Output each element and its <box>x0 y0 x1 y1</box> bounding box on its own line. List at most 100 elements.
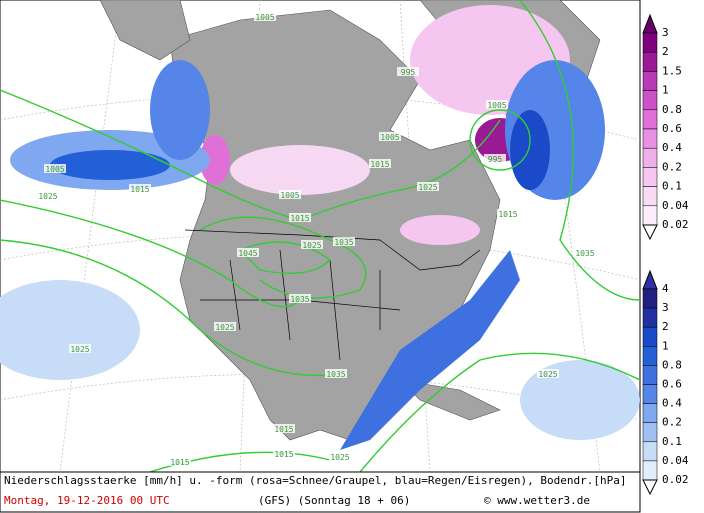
legend-label: 0.6 <box>662 122 682 135</box>
legend-label: 1 <box>662 339 669 352</box>
legend-swatch <box>642 109 658 130</box>
legend-swatch <box>642 167 658 187</box>
isobar-label: 1005 <box>280 191 299 200</box>
legend-label: 0.4 <box>662 141 682 154</box>
legend-label: 0.8 <box>662 103 682 116</box>
legend-swatch <box>642 460 658 481</box>
legend-label: 0.8 <box>662 358 682 371</box>
isobar-label: 1005 <box>45 165 64 174</box>
isobar-label-bg <box>574 248 596 257</box>
isobar-label: 995 <box>401 68 416 77</box>
legend-label: 0.2 <box>662 160 682 173</box>
legend: 3 2 1.5 1 0.8 0.6 0.4 0.2 0.1 0.04 0.02 4 3 2 1 0.8 0.6 0… <box>642 13 689 496</box>
legend-swatch <box>642 51 658 72</box>
legend-label: 0.6 <box>662 378 682 391</box>
isobar-label: 1025 <box>330 453 349 462</box>
borders <box>184 229 481 361</box>
isobar-label: 1025 <box>418 183 437 192</box>
legend-label: 0.1 <box>662 435 682 448</box>
isobar-label: 1025 <box>70 345 89 354</box>
legend-swatch <box>642 422 658 443</box>
legend-swatch <box>642 71 658 91</box>
isobar-label-bg <box>273 424 295 433</box>
isobar-label-bg <box>129 184 151 193</box>
isobar-label-bg <box>214 322 236 331</box>
legend-bottom-arrow <box>642 479 658 496</box>
isobar-label-bg <box>333 237 355 246</box>
isobar-label-bg <box>369 159 391 168</box>
rain-precipitation <box>0 60 640 450</box>
isobar-label: 1015 <box>274 425 293 434</box>
legend-swatch <box>642 147 658 168</box>
isobar-label-bg <box>329 452 351 461</box>
legend-swatch <box>642 307 658 328</box>
legend-label: 4 <box>662 282 669 295</box>
legend-swatch <box>642 384 658 404</box>
legend-label: 2 <box>662 45 669 58</box>
isobar-label-bg <box>486 100 508 109</box>
legend-swatch <box>642 346 658 366</box>
isobar-label: 1015 <box>274 450 293 459</box>
isobar-label: 1005 <box>487 101 506 110</box>
isobar-label: 995 <box>488 155 503 164</box>
isobar-label-bg <box>417 182 439 191</box>
isobar-label-bg <box>169 457 191 466</box>
isobar-label: 1035 <box>575 249 594 258</box>
isobar-label: 1005 <box>255 13 274 22</box>
legend-swatch <box>642 326 658 347</box>
isobar-label: 1025 <box>215 323 234 332</box>
legend-swatch <box>642 365 658 385</box>
isobar-label-bg <box>237 248 259 257</box>
isobar-label-bg <box>44 164 66 173</box>
isobar-label-bg <box>273 449 295 458</box>
isobar-label: 1015 <box>498 210 517 219</box>
caption-date: Montag, 19-12-2016 00 UTC <box>4 494 170 507</box>
caption-source: © www.wetter3.de <box>484 494 590 507</box>
isobar-label-bg <box>301 240 323 249</box>
isobar-label: 1005 <box>380 133 399 142</box>
isobar-labels: 1025 1015 1015 1005 995 1025 1035 1045 1025 1015 1… <box>37 12 596 467</box>
legend-label: 0.04 <box>662 199 689 212</box>
legend-label: 0.02 <box>662 218 689 231</box>
isobar-label: 1015 <box>130 185 149 194</box>
caption-description: Niederschlagsstaerke [mm/h] u. -form (ro… <box>4 474 627 487</box>
isobar-label: 1015 <box>290 214 309 223</box>
legend-label: 1.5 <box>662 64 682 77</box>
isobar-label: 1035 <box>326 370 345 379</box>
caption-model: (GFS) (Sonntag 18 + 06) <box>258 494 410 507</box>
isobar-label: 1035 <box>290 295 309 304</box>
isobar-label-bg <box>289 213 311 222</box>
legend-label: 0.02 <box>662 473 689 486</box>
legend-swatch <box>642 186 658 207</box>
legend-swatch <box>642 32 658 53</box>
legend-label: 0.2 <box>662 416 682 429</box>
isobar-label-bg <box>69 344 91 353</box>
legend-top-arrow <box>642 269 658 290</box>
legend-swatch <box>642 90 658 111</box>
legend-swatch <box>642 128 658 149</box>
isobar-label-bg <box>289 294 311 303</box>
legend-label: 0.1 <box>662 180 682 193</box>
legend-swatch <box>642 441 658 462</box>
legend-label: 1 <box>662 84 669 97</box>
legend-label: 3 <box>662 26 669 39</box>
isobar-label: 1025 <box>38 192 57 201</box>
isobar-label-bg <box>279 190 301 199</box>
legend-bottom-arrow <box>642 224 658 241</box>
legend-label: 0.04 <box>662 454 689 467</box>
isobar-label-bg <box>37 191 59 200</box>
legend-label: 0.4 <box>662 397 682 410</box>
isobar-label: 1015 <box>170 458 189 467</box>
isobar-label-bg <box>254 12 276 21</box>
legend-label: 2 <box>662 320 669 333</box>
isobar-label-bg <box>325 369 347 378</box>
legend-swatch <box>642 205 658 226</box>
legend-swatch <box>642 403 658 423</box>
legend-top-arrow <box>642 13 658 34</box>
isobar-label-bg <box>397 67 419 76</box>
isobar-label: 1015 <box>370 160 389 169</box>
isobar-label: 1025 <box>302 241 321 250</box>
isobar-label: 1045 <box>238 249 257 258</box>
isobar-label-bg <box>379 132 401 141</box>
